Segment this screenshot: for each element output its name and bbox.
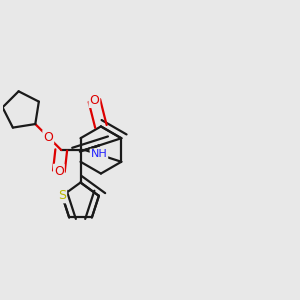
Text: O: O (89, 94, 99, 107)
Text: S: S (58, 189, 66, 203)
Text: O: O (43, 130, 53, 143)
Text: NH: NH (91, 149, 107, 160)
Text: O: O (54, 165, 64, 178)
